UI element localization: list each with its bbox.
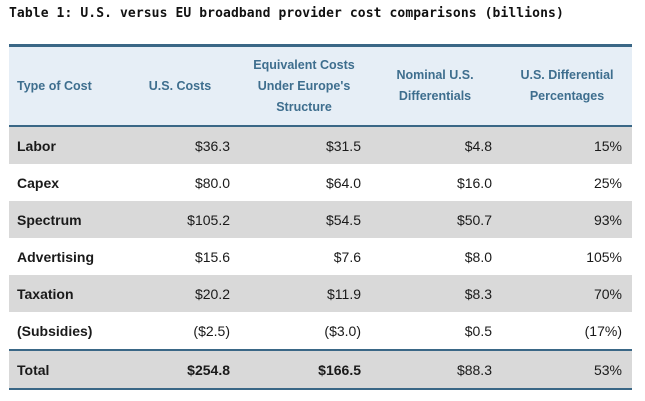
header-us-costs: U.S. Costs	[135, 47, 225, 125]
eu-cost-cell: ($3.0)	[324, 322, 361, 339]
pct-diff-cell: 25%	[593, 174, 622, 191]
eu-cost-cell: $64.0	[325, 174, 361, 191]
total-nominal-diff: $88.3	[456, 361, 492, 378]
us-cost-cell: $80.0	[194, 174, 230, 191]
us-cost-cell: $20.2	[194, 285, 230, 302]
cost-comparison-table: Type of Cost U.S. Costs Equivalent Costs…	[9, 44, 632, 390]
header-equivalent-costs-line1: Equivalent Costs	[253, 57, 355, 72]
table-header: Type of Cost U.S. Costs Equivalent Costs…	[9, 47, 632, 127]
table-row-subsidies: (Subsidies) ($2.5) ($3.0) $0.5 (17%)	[9, 312, 632, 349]
total-label: Total	[17, 361, 50, 378]
header-equivalent-costs-line3: Structure	[276, 99, 332, 114]
row-label: (Subsidies)	[17, 322, 93, 339]
row-label: Capex	[17, 174, 60, 191]
table-row-total: Total $254.8 $166.5 $88.3 53%	[9, 349, 632, 390]
nominal-diff-cell: $4.8	[464, 137, 492, 154]
table-row-taxation: Taxation $20.2 $11.9 $8.3 70%	[9, 275, 632, 312]
nominal-diff-cell: $8.3	[464, 285, 492, 302]
header-equivalent-costs-line2: Under Europe's	[257, 78, 351, 93]
header-differential-percentages-line1: U.S. Differential	[520, 68, 614, 82]
header-type-of-cost-label: Type of Cost	[17, 78, 92, 93]
eu-cost-cell: $7.6	[333, 248, 361, 265]
pct-diff-cell: 105%	[586, 248, 622, 265]
table-title: Table 1: U.S. versus EU broadband provid…	[9, 6, 564, 21]
total-eu-cost: $166.5	[318, 361, 361, 378]
table-row-capex: Capex $80.0 $64.0 $16.0 25%	[9, 164, 632, 201]
row-label: Taxation	[17, 285, 74, 302]
pct-diff-cell: 70%	[593, 285, 622, 302]
us-cost-cell: $36.3	[194, 137, 230, 154]
eu-cost-cell: $54.5	[325, 211, 361, 228]
nominal-diff-cell: $8.0	[464, 248, 492, 265]
row-label: Labor	[17, 137, 56, 154]
eu-cost-cell: $31.5	[325, 137, 361, 154]
nominal-diff-cell: $16.0	[456, 174, 492, 191]
header-us-costs-label: U.S. Costs	[148, 78, 212, 93]
table-row-advertising: Advertising $15.6 $7.6 $8.0 105%	[9, 238, 632, 275]
nominal-diff-cell: $50.7	[456, 211, 492, 228]
us-cost-cell: $105.2	[187, 211, 230, 228]
table-top-rule	[9, 44, 632, 47]
header-nominal-differentials: Nominal U.S. Differentials	[369, 47, 501, 125]
header-nominal-differentials-line2: Differentials	[398, 89, 472, 103]
header-equivalent-costs: Equivalent Costs Under Europe's Structur…	[239, 47, 369, 125]
table-row-labor: Labor $36.3 $31.5 $4.8 15%	[9, 127, 632, 164]
pct-diff-cell: 15%	[593, 137, 622, 154]
nominal-diff-cell: $0.5	[464, 322, 492, 339]
header-differential-percentages: U.S. Differential Percentages	[501, 47, 633, 125]
pct-diff-cell: 93%	[593, 211, 622, 228]
total-pct-diff: 53%	[593, 361, 622, 378]
eu-cost-cell: $11.9	[327, 285, 361, 302]
pct-diff-cell: (17%)	[584, 322, 622, 339]
header-type-of-cost: Type of Cost	[17, 47, 127, 125]
total-us-cost: $254.8	[187, 361, 230, 378]
us-cost-cell: ($2.5)	[193, 322, 230, 339]
table-row-spectrum: Spectrum $105.2 $54.5 $50.7 93%	[9, 201, 632, 238]
header-differential-percentages-line2: Percentages	[529, 89, 605, 103]
row-label: Advertising	[17, 248, 95, 265]
row-label: Spectrum	[17, 211, 82, 228]
header-nominal-differentials-line1: Nominal U.S.	[396, 68, 474, 82]
us-cost-cell: $15.6	[194, 248, 230, 265]
